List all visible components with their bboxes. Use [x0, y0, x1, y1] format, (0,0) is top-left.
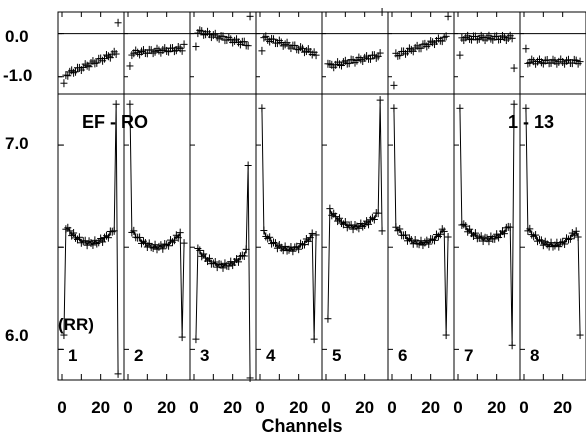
sub-panel-label-7: 8 [530, 346, 539, 365]
x-tick-label-0-0: 0 [57, 398, 66, 417]
x-tick-label-2-1: 20 [223, 398, 242, 417]
x-tick-label-1-0: 0 [123, 398, 132, 417]
sub-panel-label-2: 3 [200, 346, 209, 365]
chart-title: EF - RO [82, 112, 148, 132]
x-tick-label-2-0: 0 [189, 398, 198, 417]
x-tick-label-6-1: 20 [487, 398, 506, 417]
x-tick-label-5-0: 0 [387, 398, 396, 417]
x-tick-label-0-1: 20 [91, 398, 110, 417]
axis-ticks [58, 12, 564, 380]
x-tick-label-4-0: 0 [321, 398, 330, 417]
sub-panel-label-4: 5 [332, 346, 341, 365]
x-tick-label-1-1: 20 [157, 398, 176, 417]
amplitude-line-4 [327, 100, 383, 319]
x-axis-label: Channels [261, 416, 342, 435]
sub-panel-label-3: 4 [266, 346, 276, 365]
polarization-label: (RR) [58, 315, 94, 334]
y-tick-label-amp-0: 7.0 [5, 134, 29, 153]
baseline-label: 1 - 13 [508, 112, 554, 132]
x-tick-label-3-1: 20 [289, 398, 308, 417]
sub-panel-label-5: 6 [398, 346, 407, 365]
x-tick-label-7-1: 20 [553, 398, 572, 417]
amplitude-line-5 [393, 108, 449, 336]
amplitude-line-3 [261, 108, 317, 340]
sub-panel-label-1: 2 [134, 346, 143, 365]
y-tick-label-phase-0: 0.0 [5, 27, 29, 46]
sub-panel-labels: 1 2 3 4 5 6 7 8 [68, 346, 539, 365]
y-tick-label-amp-1: 6.0 [5, 326, 29, 345]
x-tick-label-3-0: 0 [255, 398, 264, 417]
sub-panel-label-0: 1 [68, 346, 77, 365]
x-tick-label-7-0: 0 [519, 398, 528, 417]
sub-panel-label-6: 7 [464, 346, 473, 365]
x-tick-label-4-1: 20 [355, 398, 374, 417]
panel-frames [57, 11, 586, 381]
amplitude-line-1 [129, 104, 185, 338]
amplitude-line-7 [525, 108, 581, 336]
x-tick-label-5-1: 20 [421, 398, 440, 417]
data-marks [60, 8, 584, 382]
x-tick-labels: 0 20 0 20 0 20 0 20 0 20 0 20 0 20 0 20 [57, 398, 572, 417]
x-tick-label-6-0: 0 [453, 398, 462, 417]
y-tick-label-phase-1: -1.0 [3, 66, 32, 85]
